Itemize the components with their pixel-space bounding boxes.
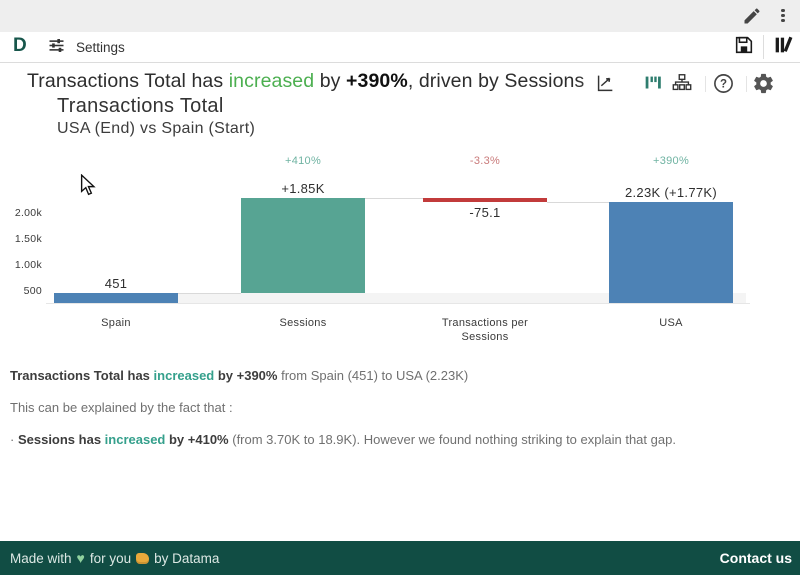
export-trend-icon[interactable] (594, 72, 618, 96)
help-icon[interactable]: ? (712, 72, 736, 96)
value-label-transactions-per-sessions: -75.1 (469, 204, 501, 220)
pct-label-sessions: +410% (284, 155, 322, 167)
x-axis-label-transactions-per-sessions: Transactions per Sessions (441, 317, 529, 343)
insight-summary: Transactions Total has increased by +390… (10, 368, 790, 464)
value-label-usa: 2.23K (+1.77K) (624, 184, 717, 200)
footer-bar: Made with ♥ for you by Datama Contact us (0, 541, 800, 575)
app-toolbar: D Settings (0, 32, 800, 63)
y-tick-label: 1.00k (14, 259, 42, 272)
value-label-sessions: +1.85K (281, 180, 325, 196)
waterfall-connector (178, 293, 241, 295)
y-tick-label: 1.50k (14, 233, 42, 246)
y-tick-label: 2.00k (14, 207, 42, 220)
summary-line-2: This can be explained by the fact that : (10, 399, 233, 415)
waterfall-base-band (178, 293, 746, 303)
icon-divider (746, 76, 747, 92)
pct-label-usa: +390% (652, 155, 690, 167)
browser-topbar (0, 0, 800, 33)
settings-label: Settings (76, 39, 125, 55)
footer-credit: Made with ♥ for you by Datama (10, 550, 220, 566)
contact-us-link[interactable]: Contact us (719, 550, 792, 566)
headline-pct: +390% (346, 70, 408, 92)
x-axis-label-spain: Spain (101, 317, 131, 329)
headline-verb: increased (228, 70, 315, 92)
value-label-spain: 451 (104, 276, 128, 292)
y-tick-label: 500 (23, 284, 42, 297)
summary-line-3: · Sessions has increased by +410% (from … (10, 431, 676, 447)
chart-title: Transactions Total (57, 95, 224, 117)
pct-label-transactions-per-sessions: -3.3% (469, 155, 501, 167)
sitemap-icon[interactable] (671, 72, 695, 96)
kebab-menu-icon[interactable] (776, 7, 790, 25)
icon-divider (705, 76, 706, 92)
waterfall-connector (547, 201, 609, 203)
toolbar-divider (763, 35, 764, 59)
tune-sliders-icon (46, 35, 67, 59)
save-floppy-icon[interactable] (733, 34, 755, 61)
chart-action-icons: ? (0, 70, 800, 98)
fist-icon (136, 552, 150, 564)
chart-subtitle: USA (End) vs Spain (Start) (57, 120, 256, 137)
summary-line-1: Transactions Total has increased by +390… (10, 368, 469, 383)
bar-spain[interactable] (54, 293, 178, 303)
edit-pencil-icon[interactable] (742, 6, 764, 28)
datama-logo[interactable]: D (13, 35, 27, 56)
x-axis-line (46, 303, 750, 304)
bar-sessions[interactable] (241, 197, 365, 294)
settings-button[interactable]: Settings (46, 35, 125, 59)
bar-chart-icon[interactable] (642, 72, 666, 96)
waterfall-connector (365, 197, 423, 199)
gear-icon[interactable] (752, 72, 776, 96)
svg-text:?: ? (720, 79, 727, 91)
waterfall-chart: 500 1.00k 1.50k 2.00k 451 Spain +1.85K +410% Ses… (0, 145, 800, 345)
bar-usa[interactable] (609, 201, 733, 303)
library-edit-icon[interactable] (772, 34, 794, 61)
green-heart-icon: ♥ (76, 550, 85, 566)
x-axis-label-sessions: Sessions (279, 317, 327, 329)
insight-headline: Transactions Total has increased by +390… (27, 70, 585, 92)
bar-transactions-per-sessions[interactable] (423, 197, 547, 202)
x-axis-label-usa: USA (659, 317, 683, 329)
